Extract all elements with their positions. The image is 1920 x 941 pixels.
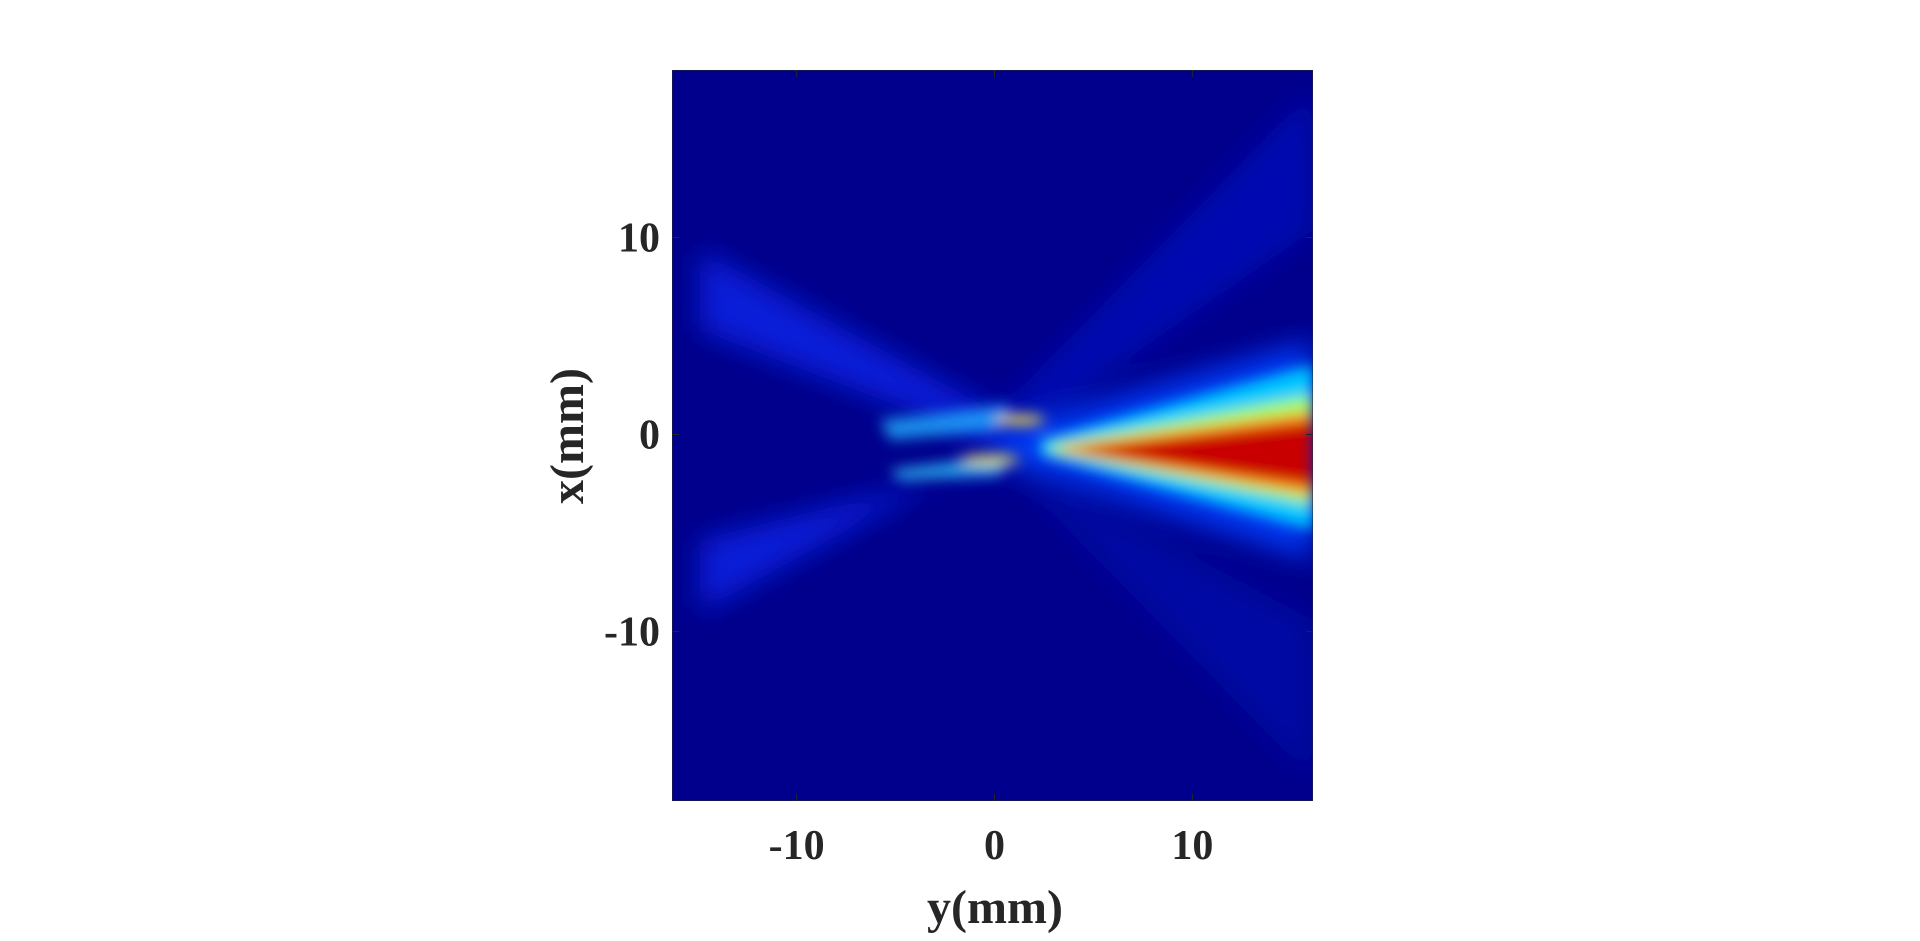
y-tick-label: 10 — [618, 215, 660, 261]
x-axis-label: y(mm) — [927, 881, 1063, 934]
x-tick-label: 10 — [1171, 823, 1213, 869]
heatmap-image — [672, 70, 1313, 801]
axes: -10 0 10 -10 0 10 — [604, 70, 1313, 869]
y-axis-label: x(mm) — [541, 368, 594, 504]
x-tick-label: -10 — [769, 823, 825, 869]
y-tick-label: -10 — [604, 610, 660, 656]
y-tick-label: 0 — [639, 413, 660, 459]
x-tick-label: 0 — [984, 823, 1005, 869]
